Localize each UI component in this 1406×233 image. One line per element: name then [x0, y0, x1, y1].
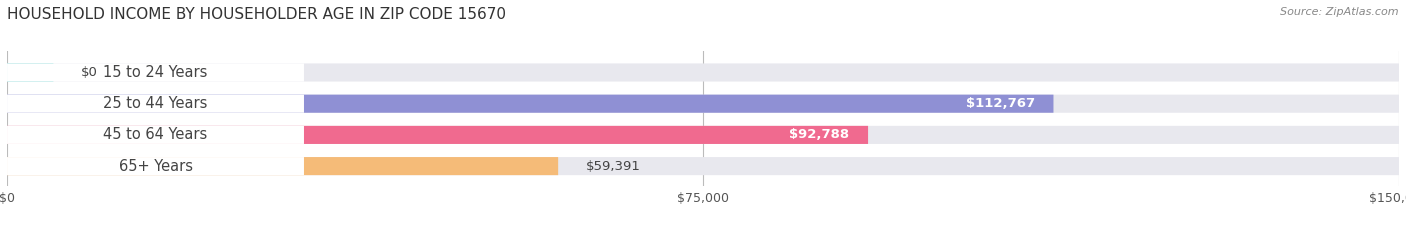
Text: 25 to 44 Years: 25 to 44 Years: [103, 96, 208, 111]
Text: 15 to 24 Years: 15 to 24 Years: [103, 65, 208, 80]
FancyBboxPatch shape: [7, 126, 868, 144]
Text: 45 to 64 Years: 45 to 64 Years: [104, 127, 208, 142]
Text: HOUSEHOLD INCOME BY HOUSEHOLDER AGE IN ZIP CODE 15670: HOUSEHOLD INCOME BY HOUSEHOLDER AGE IN Z…: [7, 7, 506, 22]
FancyBboxPatch shape: [7, 126, 1399, 144]
FancyBboxPatch shape: [7, 157, 558, 175]
Text: 65+ Years: 65+ Years: [118, 159, 193, 174]
Text: $92,788: $92,788: [789, 128, 849, 141]
FancyBboxPatch shape: [7, 95, 304, 113]
Text: Source: ZipAtlas.com: Source: ZipAtlas.com: [1281, 7, 1399, 17]
FancyBboxPatch shape: [7, 63, 304, 82]
FancyBboxPatch shape: [7, 95, 1053, 113]
Text: $59,391: $59,391: [586, 160, 641, 173]
FancyBboxPatch shape: [7, 63, 1399, 82]
FancyBboxPatch shape: [7, 126, 304, 144]
Text: $112,767: $112,767: [966, 97, 1035, 110]
FancyBboxPatch shape: [7, 157, 1399, 175]
FancyBboxPatch shape: [7, 63, 53, 82]
FancyBboxPatch shape: [7, 157, 304, 175]
Text: $0: $0: [82, 66, 98, 79]
FancyBboxPatch shape: [7, 95, 1399, 113]
